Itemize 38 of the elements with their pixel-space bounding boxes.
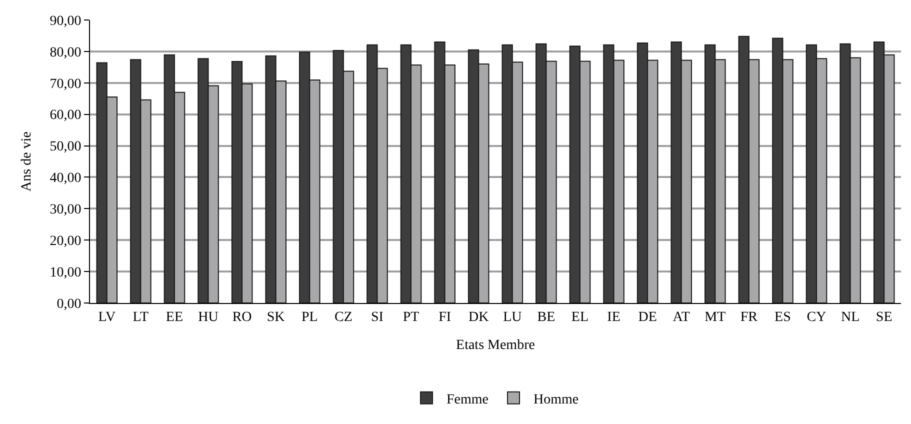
x-tick-label: MT	[704, 310, 726, 325]
x-tick-label: ES	[774, 310, 791, 325]
x-tick-label: HU	[198, 310, 218, 325]
x-tick-label: FR	[740, 310, 758, 325]
x-tick-label: IE	[607, 310, 620, 325]
legend-label: Femme	[446, 392, 488, 408]
x-tick-label: LT	[132, 310, 150, 325]
x-tick-label: SI	[371, 310, 384, 325]
x-tick-label: AT	[672, 310, 690, 325]
y-tick-label: 80,00	[50, 45, 82, 60]
y-tick-label: 0,00	[56, 296, 82, 312]
x-tick-label: SE	[876, 310, 892, 325]
x-tick-label: FI	[438, 310, 452, 325]
legend-label: Homme	[534, 392, 579, 408]
x-tick-label: CZ	[334, 310, 352, 325]
x-tick-label: RO	[232, 310, 252, 325]
x-tick-label: DK	[468, 310, 489, 325]
x-tick-label: LU	[503, 310, 522, 325]
y-tick-label: 60,00	[50, 108, 82, 124]
x-tick-label: EE	[166, 310, 184, 325]
y-tick-label: 40,00	[50, 171, 82, 186]
x-axis-title: Etats Membre	[456, 338, 535, 354]
y-tick-label: 50,00	[50, 140, 82, 155]
x-tick-label: CY	[806, 310, 826, 325]
x-tick-label: PL	[301, 310, 318, 325]
x-tick-label: BE	[537, 310, 556, 325]
y-tick-label: 30,00	[50, 202, 82, 218]
x-tick-label: EL	[571, 310, 589, 325]
x-tick-label: LV	[98, 310, 116, 325]
y-axis-title: Ans de vie	[19, 132, 34, 192]
y-tick-label: 10,00	[50, 265, 82, 280]
y-tick-label: 20,00	[50, 234, 82, 250]
x-tick-label: NL	[840, 310, 860, 325]
x-tick-label: PT	[402, 310, 420, 325]
x-tick-label: DE	[638, 310, 657, 325]
y-tick-label: 70,00	[50, 76, 82, 92]
x-tick-label: SK	[266, 310, 285, 325]
y-tick-label: 90,00	[50, 14, 82, 29]
